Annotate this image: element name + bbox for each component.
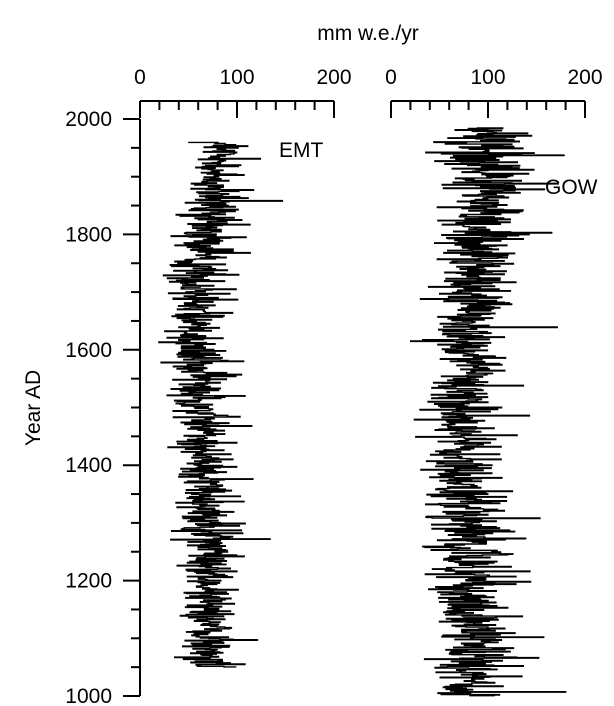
emt-series-label: EMT bbox=[279, 139, 324, 162]
y-tick-label: 1200 bbox=[65, 570, 112, 593]
emt-x-tick-label: 200 bbox=[316, 66, 351, 89]
emt-x-axis: 0 100 200 bbox=[134, 66, 352, 118]
y-tick-label: 1600 bbox=[65, 339, 112, 362]
emt-x-tick-label: 0 bbox=[134, 66, 146, 89]
y-axis-title: Year AD bbox=[22, 370, 45, 446]
emt-x-tick-label: 100 bbox=[219, 66, 254, 89]
gow-x-tick-label: 100 bbox=[470, 66, 505, 89]
gow-series-line bbox=[410, 127, 567, 697]
emt-series-line bbox=[158, 141, 284, 668]
x-axis-title: mm w.e./yr bbox=[317, 22, 419, 45]
y-tick-label: 1800 bbox=[65, 223, 112, 246]
gow-series-label: GOW bbox=[545, 176, 598, 199]
gow-x-tick-label: 200 bbox=[567, 66, 602, 89]
y-axis: 1000 1200 1400 1600 1800 2000 bbox=[65, 108, 141, 706]
gow-panel: 0 100 200 GOW bbox=[385, 66, 603, 697]
y-tick-label: 1400 bbox=[65, 454, 112, 477]
gow-x-axis: 0 100 200 bbox=[385, 66, 603, 118]
emt-panel: 0 100 200 EMT bbox=[134, 66, 352, 668]
y-tick-label: 2000 bbox=[65, 108, 112, 131]
y-tick-label: 1000 bbox=[65, 685, 112, 706]
gow-x-tick-label: 0 bbox=[385, 66, 397, 89]
